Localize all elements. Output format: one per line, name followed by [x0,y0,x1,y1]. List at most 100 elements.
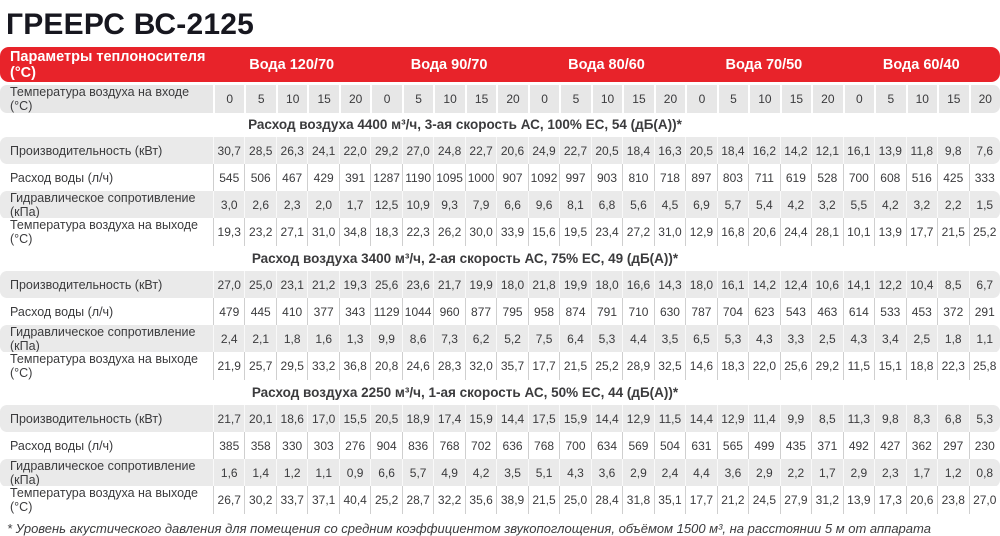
table-cell: 479 [213,298,245,325]
table-cell: 362 [905,432,938,459]
table-cell: 903 [590,164,623,191]
water-group-80-60: Вода 80/60 [568,56,645,73]
table-cell: 40,4 [338,486,371,514]
table-row: Производительность (кВт) 21,7 20,1 18,6 17,0… [0,405,1000,432]
table-cell: 874 [559,298,591,325]
table-cell: 3,6 [590,459,623,487]
table-cell: 2,9 [748,459,780,487]
table-cell: 1044 [401,298,434,325]
table-cell: 22,3 [937,352,969,380]
table-cell: 12,9 [622,405,654,432]
table-cell: 543 [779,298,812,325]
table-cell: 1092 [527,164,560,191]
table-cell: 25,0 [559,486,591,514]
table-cell: 1,4 [244,459,276,487]
table-cell: 4,3 [748,325,780,353]
table-cell: 21,5 [937,218,969,246]
table-cell: 467 [275,164,308,191]
table-cell: 31,2 [811,486,843,514]
table-cell: 14,4 [590,405,623,432]
table-cell: 32,0 [464,352,497,380]
table-cell: 25,2 [370,486,402,514]
table-cell: 9,3 [433,191,465,219]
table-cell: 5,7 [401,459,434,487]
coolant-params-header-row: Параметры теплоносителя (°С) Вода 120/70… [0,47,1000,82]
table-cell: 21,5 [527,486,560,514]
table-cell: 1129 [370,298,402,325]
table-cell: 11,3 [842,405,875,432]
table-cell: 7,5 [527,325,560,353]
table-row: Гидравлическое сопротивление (кПа) 1,6 1,4… [0,459,1000,487]
table-cell: 7,9 [464,191,497,219]
table-cell: 17,4 [433,405,465,432]
table-cell: 20,5 [590,137,623,164]
table-cell: 5 [874,85,906,113]
table-cell: 23,4 [590,218,623,246]
table-cell: 710 [622,298,654,325]
table-cell: 17,7 [527,352,560,380]
table-cell: 958 [527,298,560,325]
table-cell: 11,4 [748,405,780,432]
table-cell: 0,8 [968,459,1000,487]
table-cell: 20,5 [685,137,717,164]
table-cell: 20 [496,85,528,113]
table-cell: 5,3 [716,325,749,353]
table-cell: 24,5 [748,486,780,514]
table-row: Производительность (кВт) 27,0 25,0 23,1 21,2… [0,271,1000,298]
table-cell: 5 [559,85,591,113]
table-cell: 20 [338,85,371,113]
table-cell: 30,7 [213,137,245,164]
table-cell: 504 [653,432,686,459]
table-cell: 1,7 [811,459,843,487]
table-cell: 5 [716,85,749,113]
table-cell: 0 [213,85,245,113]
table-cell: 5,7 [716,191,749,219]
table-cell: 634 [590,432,623,459]
table-cell: 3,3 [779,325,812,353]
table-cell: 16,2 [748,137,780,164]
table-cell: 4,3 [842,325,875,353]
table-cell: 4,5 [653,191,686,219]
table-cell: 15 [937,85,969,113]
table-cell: 12,5 [370,191,402,219]
table-cell: 6,2 [464,325,497,353]
table-cell: 9,6 [527,191,560,219]
table-cell: 31,0 [307,218,339,246]
table-cell: 21,2 [307,271,339,298]
table-cell: 0 [370,85,402,113]
table-cell: 21,8 [527,271,560,298]
inlet-temperature-row: Температура воздуха на входе (°С) 0 5 10 15… [0,85,1000,113]
table-cell: 2,6 [244,191,276,219]
table-cell: 9,8 [937,137,969,164]
table-cell: 17,3 [874,486,906,514]
row-label: Температура воздуха на выходе (°С) [0,486,213,514]
section-title: Расход воздуха 3400 м³/ч, 2-ая скорость … [251,250,679,266]
table-cell: 0,9 [338,459,371,487]
table-cell: 23,2 [244,218,276,246]
table-cell: 25,6 [370,271,402,298]
water-group-70-50: Вода 70/50 [725,56,803,73]
table-cell: 14,1 [842,271,875,298]
table-cell: 21,9 [213,352,245,380]
table-cell: 13,9 [874,218,906,246]
table-cell: 18,0 [590,271,623,298]
table-cell: 14,3 [653,271,686,298]
table-cell: 15 [464,85,497,113]
table-cell: 27,2 [622,218,654,246]
table-cell: 787 [685,298,717,325]
table-sections: Расход воздуха 4400 м³/ч, 3-ая скорость … [0,111,1000,514]
table-cell: 18,9 [401,405,434,432]
table-cell: 19,3 [338,271,371,298]
table-cell: 2,9 [842,459,875,487]
table-cell: 6,9 [685,191,717,219]
table-cell: 10 [748,85,780,113]
table-cell: 410 [275,298,308,325]
table-cell: 4,4 [622,325,654,353]
table-cell: 22,7 [559,137,591,164]
table-cell: 1,1 [307,459,339,487]
table-cell: 2,3 [874,459,906,487]
table-cell: 26,2 [433,218,465,246]
inlet-temperature-label: Температура воздуха на входе (°С) [0,85,213,113]
table-row: Расход воды (л/ч) 479 445 410 377 343 1129 1044… [0,298,1000,325]
table-cell: 15,9 [464,405,497,432]
